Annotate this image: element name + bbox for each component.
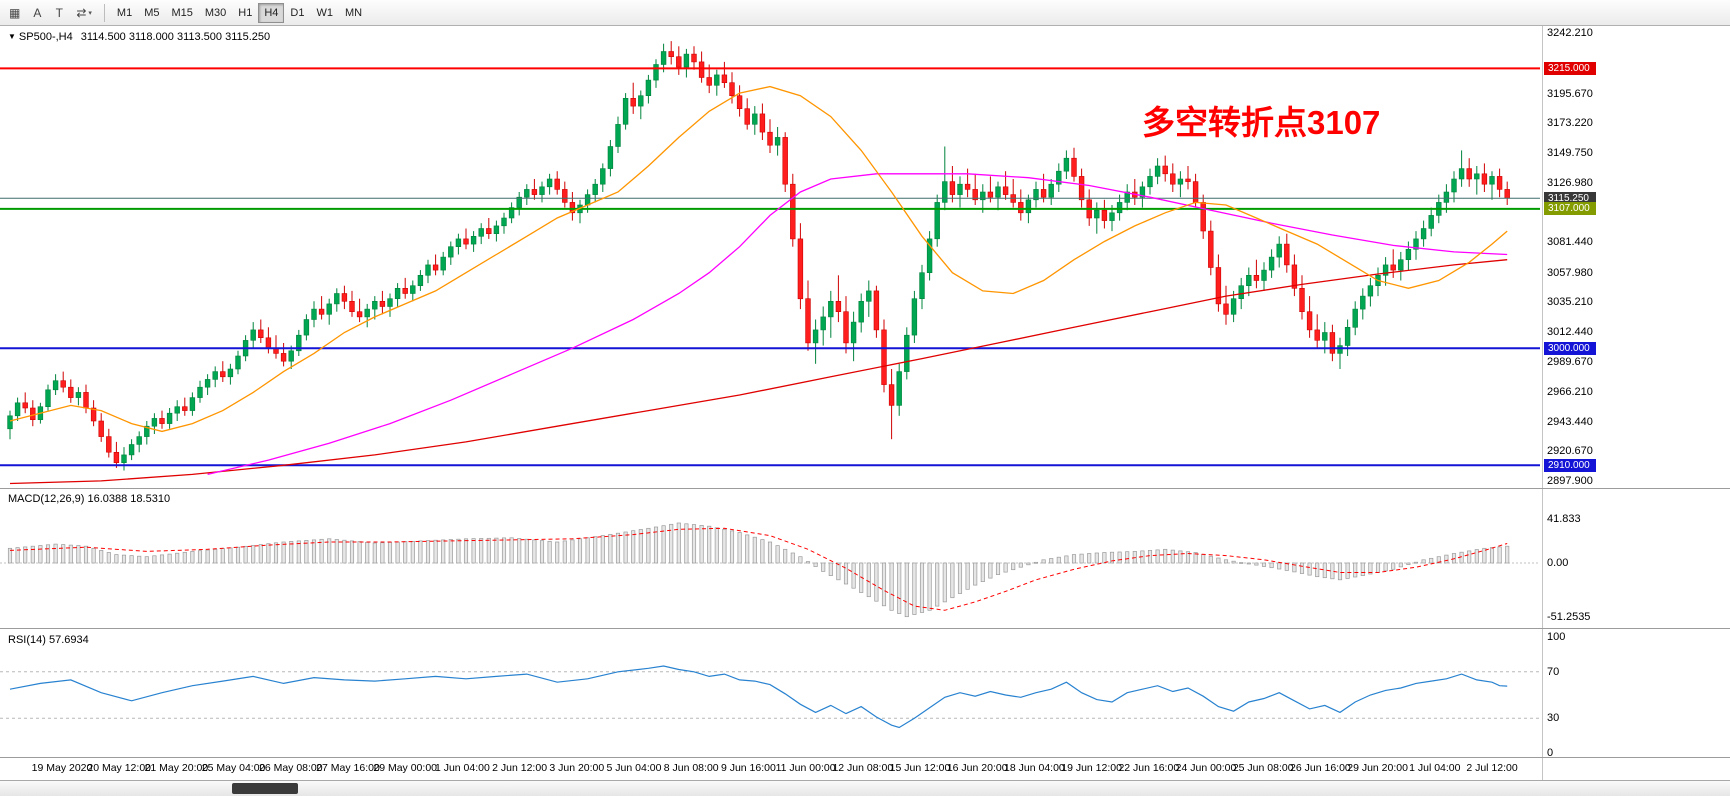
time-label: 22 Jun 16:00: [1118, 762, 1180, 774]
price-chart-plot[interactable]: [0, 26, 1542, 488]
macd-tick-label: 0.00: [1547, 557, 1569, 569]
time-label: 25 May 04:00: [201, 762, 266, 774]
rsi-label: RSI(14) 57.6934: [8, 634, 89, 646]
time-label: 1 Jul 04:00: [1409, 762, 1461, 774]
price-tick-label: 3081.440: [1547, 236, 1593, 249]
time-label: 18 Jun 04:00: [1004, 762, 1065, 774]
time-label: 12 Jun 08:00: [832, 762, 894, 774]
horizontal-lines[interactable]: [0, 67, 1540, 467]
price-tick-label: 3173.220: [1547, 116, 1593, 129]
time-label: 19 Jun 12:00: [1061, 762, 1122, 774]
time-label: 21 May 20:00: [144, 762, 209, 774]
rsi-tick-label: 0: [1547, 747, 1554, 759]
timeframe-group: M1 M5 M15 M30 H1 H4 D1 W1 MN: [111, 2, 368, 23]
timeframe-button-d1[interactable]: D1: [290, 6, 305, 19]
price-tick-label: 3057.980: [1547, 266, 1593, 279]
price-badge-3000.000: 3000.000: [1544, 341, 1596, 355]
time-label: 29 May 00:00: [373, 762, 438, 774]
time-label: 8 Jun 08:00: [663, 762, 719, 774]
status-strip: [0, 780, 1730, 796]
macd-panel-plot[interactable]: [0, 489, 1542, 628]
time-label: 2 Jul 12:00: [1466, 762, 1518, 774]
macd-tick-label: -51.2535: [1547, 610, 1591, 623]
ma-fast-line: [9, 85, 1508, 433]
time-label: 11 Jun 00:00: [775, 762, 836, 774]
timeframe-button-m15[interactable]: M15: [171, 6, 193, 19]
time-label: 26 Jun 16:00: [1290, 762, 1351, 774]
chart-window-icon[interactable]: ▦: [9, 5, 21, 20]
price-tick-label: 2989.670: [1547, 355, 1593, 368]
price-badge-3107.000: 3107.000: [1544, 202, 1596, 216]
time-label: 5 Jun 04:00: [606, 762, 662, 774]
macd-histogram: [7, 522, 1510, 618]
time-label: 20 May 12:00: [87, 762, 152, 774]
rsi-tick-label: 100: [1547, 631, 1566, 643]
macd-label-values: 16.0388 18.5310: [87, 493, 171, 505]
price-tick-label: 2966.210: [1547, 386, 1593, 399]
price-tick-label: 2897.900: [1547, 475, 1593, 487]
timeframe-button-w1[interactable]: W1: [316, 6, 333, 19]
time-label: 3 Jun 20:00: [549, 762, 605, 774]
price-tick-label: 3035.210: [1547, 296, 1593, 309]
rsi-tick-label: 30: [1547, 712, 1560, 725]
toolbar-separator: [103, 3, 105, 22]
price-macd-separator[interactable]: [0, 488, 1730, 489]
macd-signal-line: [9, 527, 1508, 611]
price-tick-label: 3126.980: [1547, 176, 1593, 189]
price-tick-label: 3012.440: [1547, 326, 1593, 338]
chart-header: ▼ SP500-,H4 3114.500 3118.000 3113.500 311…: [8, 31, 270, 43]
rsi-panel-plot[interactable]: [0, 629, 1542, 757]
time-label: 25 Jun 08:00: [1232, 762, 1294, 774]
macd-rsi-separator[interactable]: [0, 628, 1730, 629]
macd-label: MACD(12,26,9) 16.0388 18.5310: [8, 493, 170, 505]
timeframe-button-m5[interactable]: M5: [144, 6, 160, 19]
timeframe-button-h1[interactable]: H1: [238, 6, 253, 19]
rsi-label-value: 57.6934: [48, 634, 89, 646]
time-label: 1 Jun 04:00: [434, 762, 490, 774]
price-tick-label: 3242.210: [1547, 27, 1593, 39]
arrange-tool-icon[interactable]: ⇄ ▾: [76, 5, 92, 20]
axis-divider: [1542, 26, 1543, 780]
ma-mid-line: [207, 173, 1508, 476]
symbol-title: SP500-,H4: [18, 31, 73, 43]
time-label: 19 May 2020: [31, 762, 93, 774]
time-label: 26 May 08:00: [258, 762, 323, 774]
time-label: 29 Jun 20:00: [1347, 762, 1408, 774]
taskbar-item[interactable]: [232, 783, 298, 794]
ma-slow-line: [9, 259, 1508, 485]
rsi-line: [9, 665, 1508, 729]
annotation-text[interactable]: 多空转折点3107: [1142, 104, 1381, 141]
rsi-timeaxis-separator: [0, 757, 1730, 758]
macd-tick-label: 41.833: [1547, 513, 1581, 525]
price-badge-3215.000: 3215.000: [1544, 61, 1596, 75]
collapse-arrow-icon[interactable]: ▼: [8, 32, 16, 41]
timeframe-button-m30[interactable]: M30: [204, 6, 227, 19]
ohlc-values: 3114.500 3118.000 3113.500 3115.250: [80, 31, 271, 43]
price-tick-label: 3195.670: [1547, 87, 1593, 100]
text-tool-t-icon[interactable]: T: [55, 5, 64, 20]
time-label: 9 Jun 16:00: [720, 762, 776, 774]
time-label: 2 Jun 12:00: [492, 762, 548, 774]
tool-icon-group: ▦ A T ⇄ ▾: [3, 3, 98, 23]
price-tick-label: 3149.750: [1547, 147, 1593, 160]
price-badge-3115.250: 3115.250: [1544, 191, 1596, 205]
toolbar: ▦ A T ⇄ ▾ M1 M5 M15 M30 H1 H4 D1 W1 MN: [0, 0, 1730, 26]
dropdown-caret-icon: ▾: [88, 9, 92, 17]
text-label-a-icon[interactable]: A: [33, 5, 42, 20]
timeframe-button-mn[interactable]: MN: [344, 6, 363, 19]
macd-label-name: MACD(12,26,9): [8, 493, 85, 505]
rsi-label-name: RSI(14): [8, 634, 46, 646]
timeframe-button-m1[interactable]: M1: [116, 6, 133, 19]
price-badge-2910.000: 2910.000: [1544, 458, 1596, 472]
time-label: 24 Jun 00:00: [1175, 762, 1237, 774]
timeframe-button-h4[interactable]: H4: [258, 2, 285, 23]
time-label: 15 Jun 12:00: [889, 762, 951, 774]
time-label: 16 Jun 20:00: [946, 762, 1008, 774]
time-label: 27 May 16:00: [316, 762, 380, 774]
rsi-tick-label: 70: [1547, 665, 1560, 678]
price-tick-label: 2943.440: [1547, 415, 1593, 428]
price-tick-label: 2920.670: [1547, 445, 1593, 458]
